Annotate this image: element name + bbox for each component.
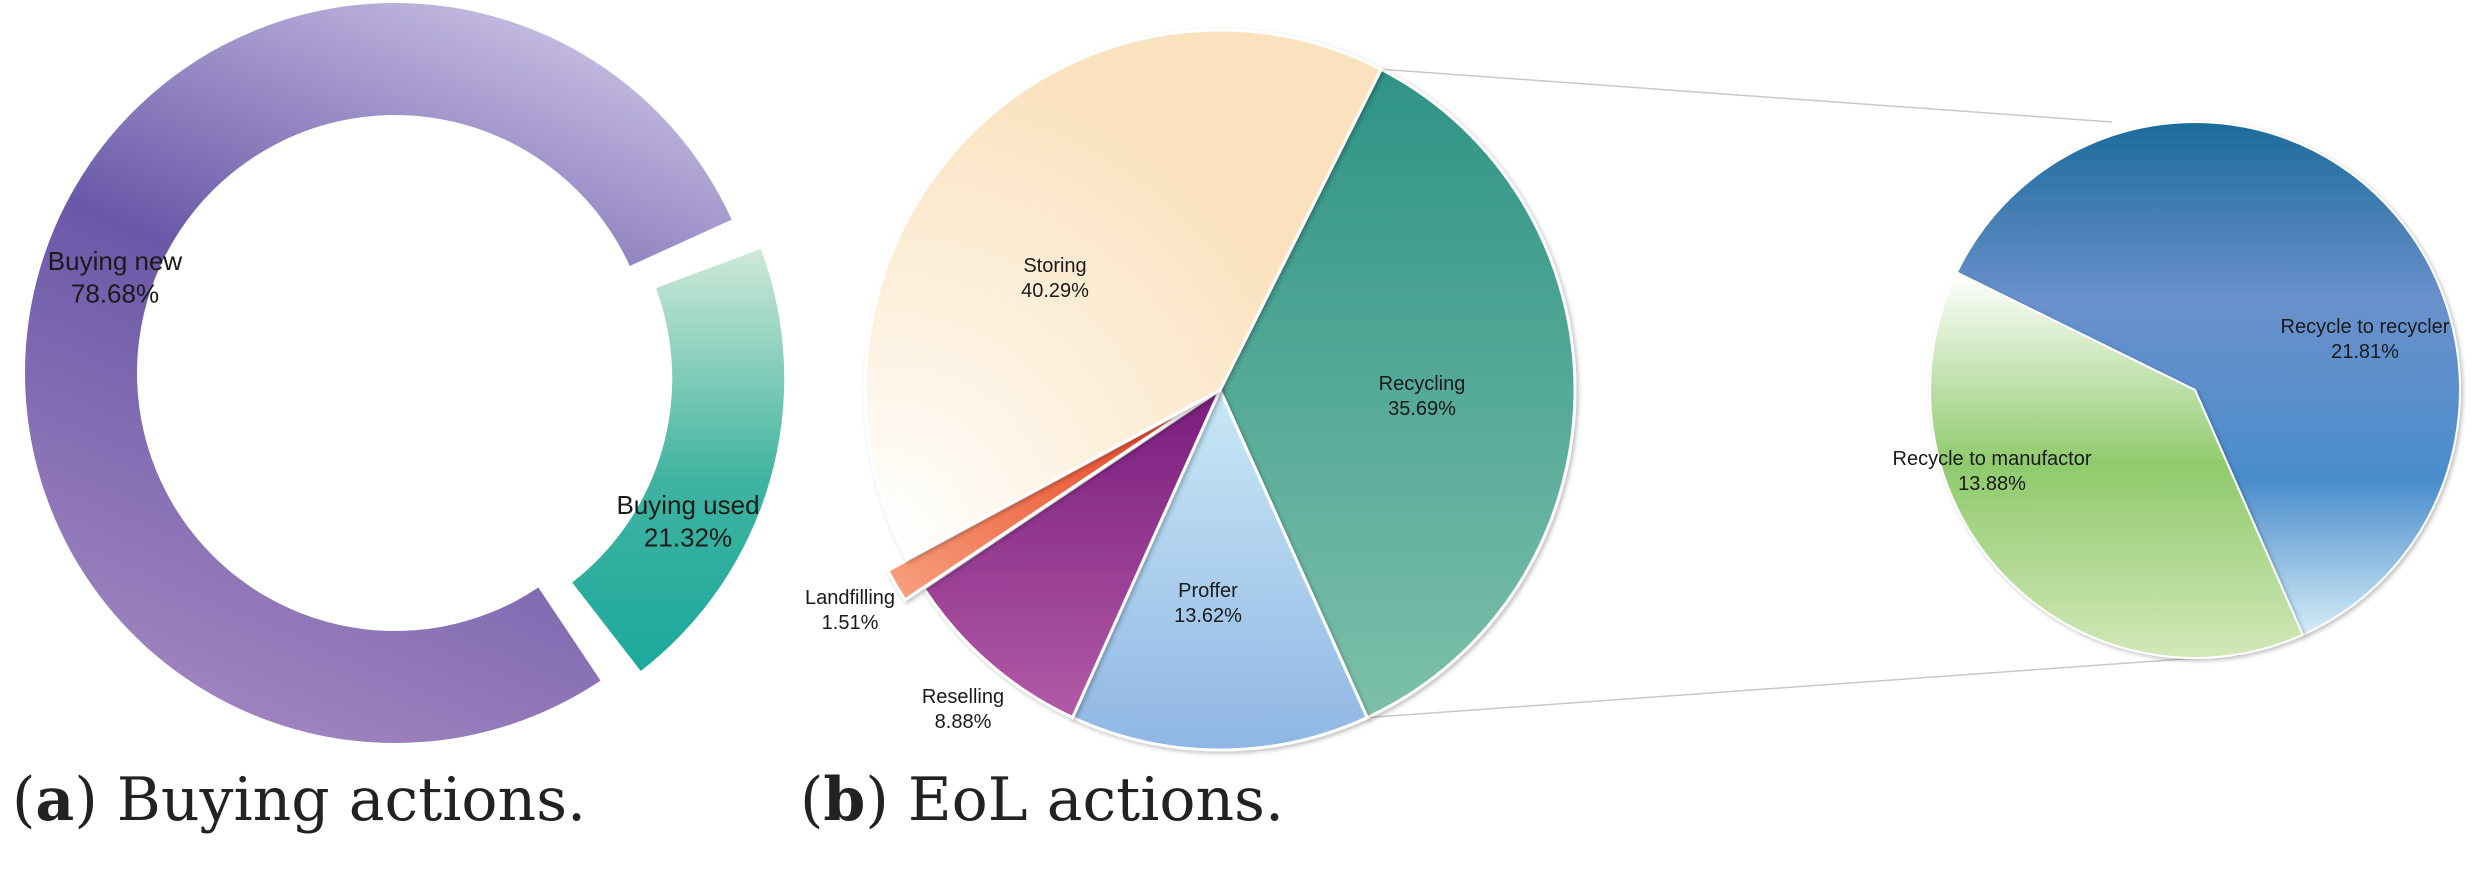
eol-pie-chart: Storing 40.29% Recycling 35.69% Proffer 13.62… [805,28,1577,752]
pie-label-landfilling: Landfilling 1.51% [805,587,895,634]
pie-slice-proffer [1070,386,1370,752]
pie-of-pie-connector-lines [1367,68,2241,719]
pie-slice-recycling [1218,67,1577,720]
donut-label-buying-used: Buying used 21.32% [616,490,759,553]
donut-slice-buying-used [572,248,785,672]
caption-a: (a) Buying actions. [12,765,587,835]
caption-b: (b) EoL actions. [800,765,1285,835]
donut-chart: Buying new 78.68% Buying used 21.32% [24,2,785,743]
connector-line-bottom [1367,654,2241,719]
pie-slice-landfilling [885,399,1202,603]
caption-b-text: EoL actions. [888,765,1285,835]
caption-a-letter: a [35,765,75,835]
breakout-slice-recycle-to-manufactor [1929,271,2305,659]
donut-slice-buying-new [24,2,732,743]
caption-a-text: Buying actions. [97,765,587,835]
donut-label-buying-new: Buying new 78.68% [48,246,183,309]
pie-label-reselling: Reselling 8.88% [922,686,1004,733]
breakout-slice-recycle-to-recycler [1955,121,2461,637]
recycling-breakout-pie: Recycle to recycler 21.81% Recycle to manu… [1893,121,2461,659]
breakout-label-recycle-to-manufactor: Recycle to manufactor 13.88% [1893,448,2092,495]
pie-label-recycling: Recycling 35.69% [1379,373,1466,420]
breakout-label-recycle-to-recycler: Recycle to recycler 21.81% [2281,316,2450,363]
pie-slice-storing [863,28,1384,562]
pie-label-storing: Storing 40.29% [1021,255,1089,302]
pie-label-proffer: Proffer 13.62% [1174,580,1242,627]
connector-line-top [1381,68,2113,123]
pie-slice-reselling [921,385,1224,720]
caption-b-letter: b [823,765,866,835]
